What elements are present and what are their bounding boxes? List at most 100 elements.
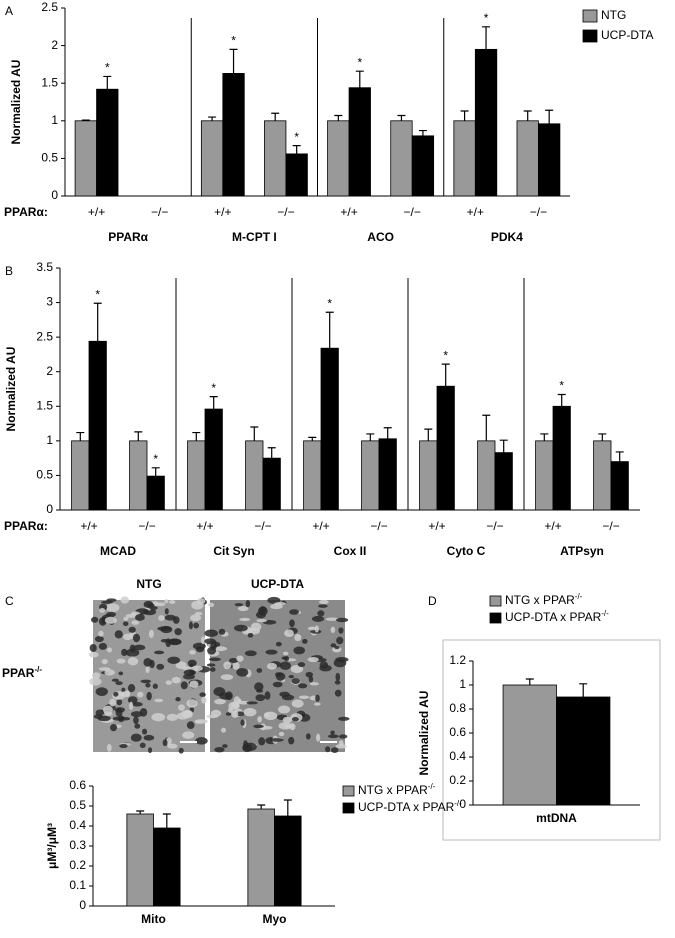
micrograph-texture <box>142 728 148 735</box>
micrograph-texture <box>330 626 336 633</box>
micrograph-texture <box>335 744 347 749</box>
micrograph-texture <box>282 651 289 656</box>
bar <box>274 815 302 907</box>
micrograph-texture <box>334 689 342 697</box>
x-tick-label: +/+ <box>312 519 329 533</box>
bar <box>96 88 119 197</box>
x-tick-label: +/+ <box>196 519 213 533</box>
micrograph-texture <box>257 606 268 616</box>
micrograph-texture <box>265 649 278 655</box>
micrograph-texture <box>225 712 232 716</box>
error-bar <box>81 119 90 121</box>
bar <box>516 120 539 197</box>
micrograph-texture <box>121 687 126 693</box>
micrograph-texture <box>95 687 108 697</box>
micrograph-texture <box>189 650 196 655</box>
micrograph-texture <box>220 674 234 681</box>
micrograph-texture <box>147 747 153 754</box>
micrograph-texture <box>319 599 329 605</box>
x-tick-label: +/+ <box>428 519 445 533</box>
panel-letter: C <box>5 594 14 608</box>
y-tick-label: 0.5 <box>69 798 86 812</box>
micrograph-texture <box>145 666 150 674</box>
error-bar <box>545 109 554 124</box>
micrograph-texture <box>291 678 300 685</box>
micrograph-texture <box>267 596 281 604</box>
micrograph-texture <box>204 629 219 637</box>
micrograph-texture <box>233 696 241 705</box>
x-tick-label: Mito <box>141 912 166 926</box>
micrograph-texture <box>201 696 207 704</box>
panel-letter: D <box>428 594 437 608</box>
bar <box>71 440 90 511</box>
bar <box>200 120 224 197</box>
micrograph-texture <box>337 716 350 721</box>
micrograph-texture <box>237 605 249 612</box>
micrograph-texture <box>318 604 328 608</box>
micrograph-texture <box>175 661 187 669</box>
micrograph-texture <box>266 662 277 670</box>
micrograph-texture <box>116 658 126 664</box>
micrograph-texture <box>167 656 181 664</box>
error-bar <box>598 433 607 441</box>
micrograph-texture <box>317 610 325 617</box>
legend-label: NTG <box>601 8 626 22</box>
micrograph-texture <box>253 724 264 729</box>
bar <box>146 475 165 511</box>
y-tick-label: 3.5 <box>36 260 53 274</box>
micrograph-texture <box>114 707 126 713</box>
micrograph-texture <box>127 696 138 704</box>
micrograph-texture <box>204 638 216 645</box>
legend-label-main: UCP-DTA x PPAR <box>505 610 602 624</box>
micrograph-texture <box>335 657 349 663</box>
micrograph-texture <box>197 598 206 605</box>
micrograph-texture <box>214 698 226 705</box>
micrograph-texture <box>155 602 166 607</box>
significance-marker: * <box>559 379 564 393</box>
micrograph-texture <box>122 621 129 627</box>
bar <box>538 123 561 197</box>
micrograph-texture <box>207 646 217 655</box>
micrograph-texture <box>189 663 194 668</box>
micrograph-texture <box>311 615 325 622</box>
group-label: Cyto C <box>447 544 486 558</box>
error-bar <box>579 683 588 697</box>
micrograph-texture <box>274 672 283 677</box>
significance-marker: * <box>443 348 448 362</box>
micrograph-texture <box>193 622 200 629</box>
micrograph-texture <box>336 617 349 623</box>
micrograph-texture <box>94 635 104 643</box>
error-bar <box>136 810 145 814</box>
significance-marker: * <box>294 130 299 144</box>
micrograph-texture <box>336 636 344 645</box>
micrograph-texture <box>307 626 317 631</box>
bar <box>222 73 245 197</box>
bar <box>390 120 413 197</box>
micrograph-texture <box>98 630 104 637</box>
micrograph-texture <box>255 694 266 702</box>
legend-label: NTG x PPAR-/- <box>358 782 436 798</box>
bar <box>187 440 206 511</box>
micrograph-texture <box>273 602 287 606</box>
micrograph-texture <box>101 658 108 665</box>
micrograph-texture <box>246 701 258 705</box>
micrograph-texture <box>334 645 340 650</box>
micrograph-texture <box>289 619 295 628</box>
bar <box>361 440 380 511</box>
bar <box>262 457 281 511</box>
micrograph-texture <box>240 719 245 726</box>
micrograph-texture <box>156 663 165 670</box>
bar <box>474 48 498 197</box>
micrograph-texture <box>258 737 266 746</box>
group-label: PDK4 <box>491 230 523 244</box>
micrograph-texture <box>288 675 295 679</box>
bar <box>74 120 97 197</box>
y-tick-label: 2.5 <box>41 0 58 14</box>
bar <box>556 696 611 806</box>
error-bar <box>441 363 450 387</box>
micrograph-texture <box>91 616 99 623</box>
micrograph-texture <box>316 733 321 742</box>
x-tick-label: −/− <box>486 519 503 533</box>
y-tick-label: 1 <box>459 677 466 691</box>
